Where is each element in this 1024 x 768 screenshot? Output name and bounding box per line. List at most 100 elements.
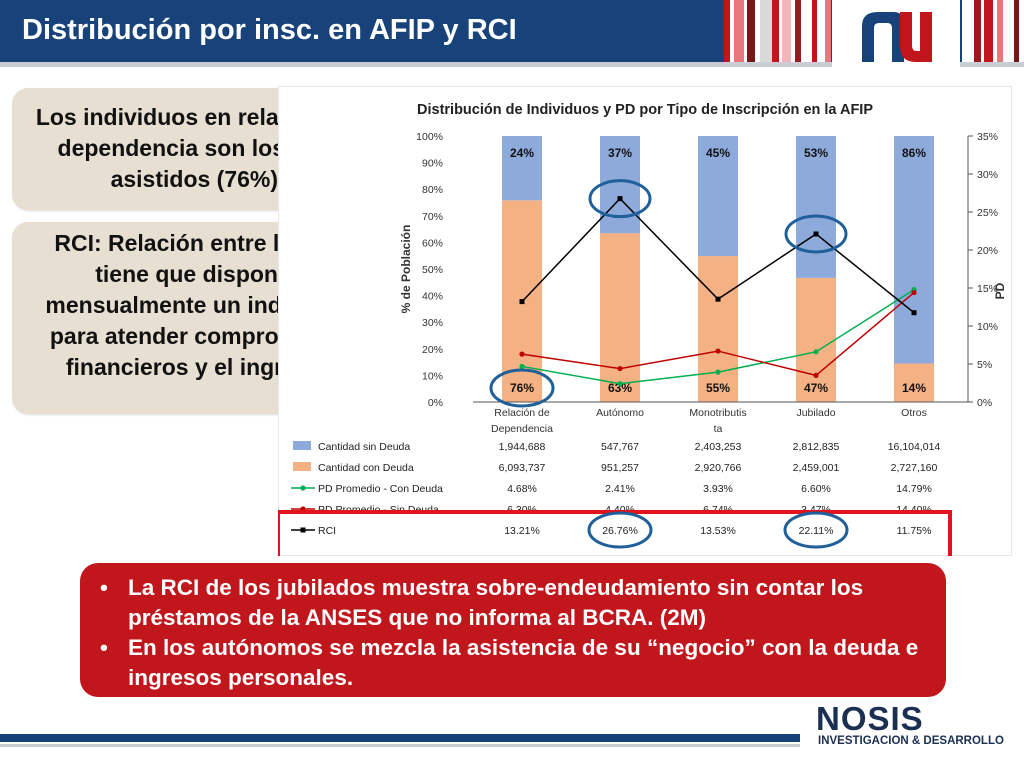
y-tick-label: 50% [422,264,443,276]
table-cell: 11.75% [897,525,932,537]
table-cell: 2,812,835 [793,441,840,453]
bar-con-deuda [698,256,738,402]
y2-tick-label: 30% [977,169,998,181]
header-stripe [744,0,747,62]
y-tick-label: 80% [422,184,443,196]
conclusion-list: La RCI de los jubilados muestra sobre-en… [98,573,928,693]
pd-con-deuda-point [813,349,819,355]
header-stripe [997,0,1003,62]
legend-marker [300,485,306,491]
header-stripe [779,0,782,62]
table-cell: 13.53% [700,525,736,537]
nosis-logo: NOSIS INVESTIGACION & DESARROLLO [812,700,1012,750]
highlight-circle [783,511,849,549]
legend-label: RCI [318,525,336,537]
table-cell: 547,767 [601,441,639,453]
bar-label-con-deuda: 47% [804,381,828,395]
pd-sin-deuda-point [715,348,721,354]
x-tick-label: Autónomo [596,407,644,419]
header-stripe [724,0,730,62]
table-cell: 3.93% [703,483,733,495]
bar-con-deuda [894,363,934,402]
footer-bar [0,734,800,742]
header-stripe [795,0,801,62]
page-title: Distribución por insc. en AFIP y RCI [22,14,517,46]
header-stripe [801,0,812,62]
legend-label: PD Promedio - Con Deuda [318,483,443,495]
header-stripe [1014,0,1019,62]
y2-tick-label: 20% [977,245,998,257]
y-tick-label: 60% [422,237,443,249]
conclusion-item: La RCI de los jubilados muestra sobre-en… [100,573,928,633]
bar-label-sin-deuda: 37% [608,146,632,160]
table-cell: 2,403,253 [695,441,742,453]
legend-label: Cantidad sin Deuda [318,441,410,453]
y-tick-label: 40% [422,291,443,303]
y2-tick-label: 0% [977,397,992,409]
bar-con-deuda [600,233,640,402]
table-cell: 951,257 [601,462,639,474]
rci-point [911,310,917,316]
y2-tick-label: 25% [977,207,998,219]
pd-sin-deuda-point [617,365,623,372]
header-stripe [812,0,817,62]
chart-title: Distribución de Individuos y PD por Tipo… [417,102,873,118]
header-stripe [993,0,997,62]
header-stripe [984,0,993,62]
table-cell: 14.79% [896,483,932,495]
header-stripe [730,0,734,62]
bar-sin-deuda [502,136,542,201]
header-stripe [974,0,981,62]
rci-point [715,296,721,302]
conclusion-item: En los autónomos se mezcla la asistencia… [100,633,928,693]
afip-distribution-chart: Distribución de Individuos y PD por Tipo… [276,85,1013,561]
legend-swatch [293,462,311,471]
header-stripe [734,0,744,62]
x-tick-label: Otros [901,407,927,419]
table-cell: 13.21% [504,525,540,537]
pd-sin-deuda-point [911,289,917,296]
header-stripe [1003,0,1014,62]
bar-label-con-deuda: 55% [706,381,730,395]
legend-swatch [293,441,311,450]
header-divider [0,62,1024,67]
highlight-circle [784,214,848,254]
x-tick-label: Relación de Dependencia [491,407,553,435]
table-cell: 2,920,766 [695,462,742,474]
highlight-circle [587,511,653,549]
bar-label-con-deuda: 63% [608,381,632,395]
table-cell: 4.68% [507,483,537,495]
brand-logo-icon [862,12,932,62]
pd-con-deuda-point [715,369,721,375]
x-tick-label: Monotributis ta [689,407,746,435]
header-stripe [981,0,984,62]
y2-tick-label: 10% [977,321,998,333]
y-tick-label: 10% [422,370,443,382]
y-tick-label: 20% [422,344,443,356]
table-cell: 2,727,160 [891,462,938,474]
table-cell: 26.76% [602,525,638,537]
y-tick-label: 100% [416,131,443,143]
bar-label-sin-deuda: 53% [804,146,828,160]
y2-axis-label: PD [993,282,1007,299]
rci-point [617,196,623,202]
header-stripe [791,0,795,62]
header-stripe [962,0,974,62]
chart-frame [277,85,1013,557]
highlight-circle [489,368,555,408]
chart-container: Distribución de Individuos y PD por Tipo… [276,85,1013,561]
table-cell: 1,944,688 [499,441,546,453]
table-cell: 6.60% [801,483,831,495]
y-tick-label: 0% [428,397,443,409]
y2-tick-label: 35% [977,131,998,143]
conclusion-box: La RCI de los jubilados muestra sobre-en… [80,563,946,697]
bar-sin-deuda [698,136,738,257]
nosis-logo-subtitle: INVESTIGACION & DESARROLLO [818,735,1004,747]
header-stripe [825,0,831,62]
y2-tick-label: 5% [977,359,992,371]
brand-logo [832,0,960,70]
table-cell: 2.41% [605,483,635,495]
bar-label-con-deuda: 76% [510,381,534,395]
bar-label-sin-deuda: 86% [902,146,926,160]
bar-sin-deuda [894,136,934,364]
